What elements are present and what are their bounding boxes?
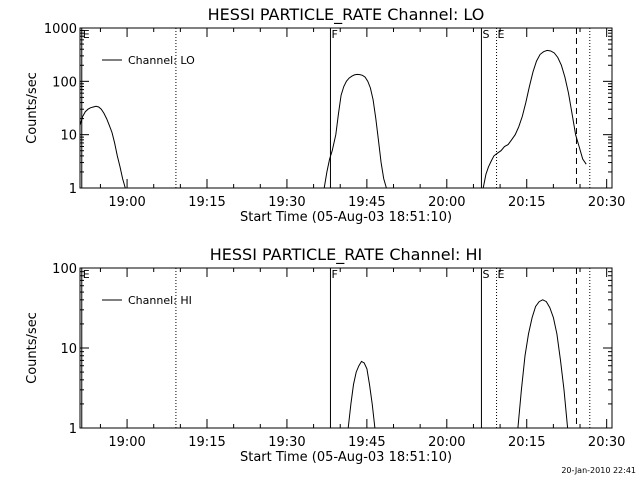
series-line [79, 105, 126, 189]
x-tick-label: 19:00 [108, 195, 145, 210]
footer-timestamp: 20-Jan-2010 22:41 [561, 466, 636, 475]
y-tick-label: 1 [69, 182, 77, 197]
x-tick-label: 19:30 [268, 195, 305, 210]
x-tick-label: 20:00 [428, 435, 465, 450]
y-tick-label: 100 [52, 262, 77, 277]
event-marker-label: E [498, 268, 505, 281]
y-tick-label: 100 [52, 75, 77, 90]
chart-title: HESSI PARTICLE_RATE Channel: HI [210, 245, 483, 265]
series-line [323, 73, 387, 189]
y-axis-label: Counts/sec [25, 72, 40, 144]
event-marker-label: S [482, 268, 489, 281]
x-tick-label: 19:15 [188, 195, 225, 210]
event-marker-label: F [331, 268, 337, 281]
event-marker-label: F [331, 28, 337, 41]
x-tick-label: 20:30 [588, 435, 625, 450]
panel-lo: HESSI PARTICLE_RATE Channel: LO 1 10 100 100… [25, 5, 625, 225]
y-tick-label: 10 [60, 129, 77, 144]
y-axis-label: Counts/sec [25, 312, 40, 384]
chart-title: HESSI PARTICLE_RATE Channel: LO [208, 5, 485, 25]
x-tick-label: 19:45 [348, 195, 385, 210]
legend-label: Channel: LO [128, 54, 195, 67]
event-marker-label: S [482, 28, 489, 41]
x-tick-label: 19:45 [348, 435, 385, 450]
series-line [347, 360, 376, 429]
y-tick-label: 1 [69, 422, 77, 437]
plot-frame [79, 27, 613, 189]
event-marker-label: E [498, 28, 505, 41]
x-axis-label: Start Time (05-Aug-03 18:51:10) [240, 210, 452, 225]
x-tick-label: 20:15 [508, 435, 545, 450]
x-tick-label: 20:30 [588, 195, 625, 210]
event-marker-label: E [83, 268, 90, 281]
series-line [482, 49, 587, 189]
plot-frame [79, 267, 613, 429]
y-tick-label: 1000 [44, 22, 77, 37]
x-tick-label: 19:15 [188, 435, 225, 450]
x-tick-label: 20:15 [508, 195, 545, 210]
event-marker-label: E [83, 28, 90, 41]
legend-label: Channel: HI [128, 294, 192, 307]
x-axis-label: Start Time (05-Aug-03 18:51:10) [240, 450, 452, 465]
series-line [517, 299, 569, 429]
panel-hi: HESSI PARTICLE_RATE Channel: HI 1 10 100 19:… [25, 245, 625, 465]
x-tick-label: 19:00 [108, 435, 145, 450]
y-tick-label: 10 [60, 342, 77, 357]
x-tick-label: 20:00 [428, 195, 465, 210]
x-tick-label: 19:30 [268, 435, 305, 450]
